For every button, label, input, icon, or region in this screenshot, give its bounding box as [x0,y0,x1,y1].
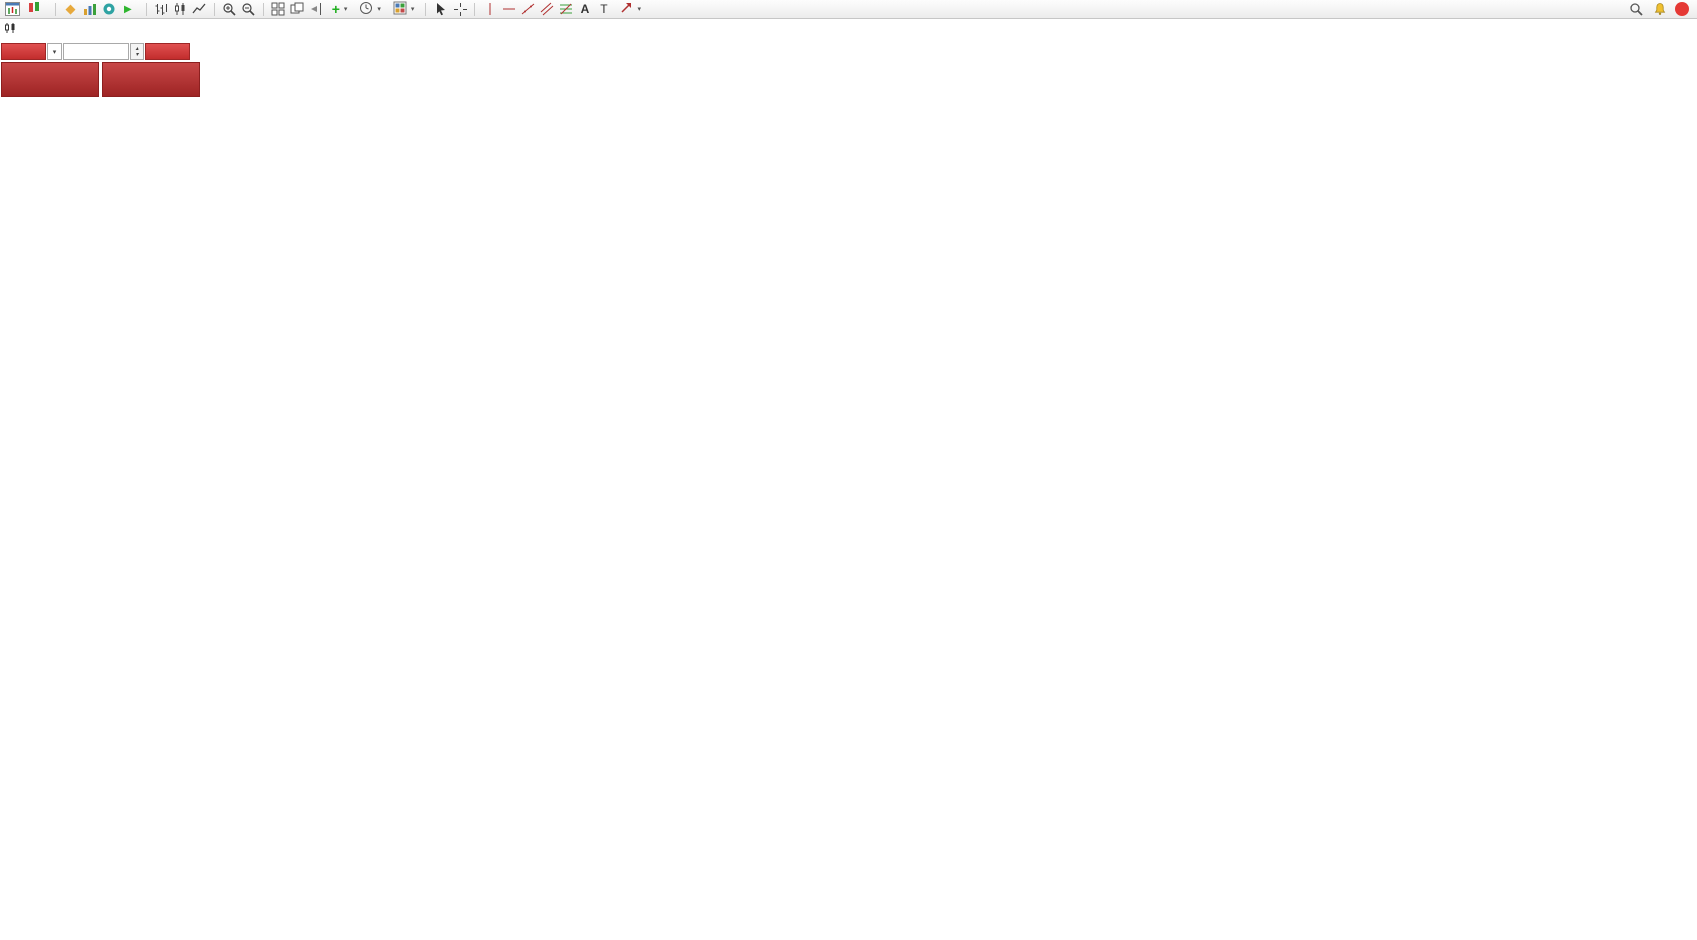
fibonacci-icon[interactable] [557,1,574,18]
chevron-down-icon: ▾ [377,6,381,13]
bar-chart-type-icon[interactable] [153,1,170,18]
horizontal-line-icon[interactable] [500,1,517,18]
sell-button[interactable] [1,43,46,60]
templates-button[interactable]: ▾ [388,1,420,18]
volume-spinner[interactable]: ▴ ▾ [130,43,144,60]
one-click-trading-panel: ▾ ▴ ▾ [1,43,200,97]
symbol-info [4,22,28,37]
candlestick-type-icon[interactable] [172,1,189,18]
mql5-diamond-icon[interactable]: ◆ [65,1,76,16]
trendline-icon[interactable] [519,1,536,18]
one-click-prices [1,62,200,97]
charts-panel-icon[interactable] [81,1,98,18]
equidistant-channel-icon[interactable] [538,1,555,18]
chevron-down-icon: ▾ [410,6,415,13]
clock-icon [359,1,373,18]
line-chart-type-icon[interactable] [191,1,208,18]
text-icon[interactable]: A [580,2,590,16]
chart-shift-icon[interactable] [308,1,325,18]
indicators-add-icon: + [331,1,340,17]
symbol-mini-candle-icon [4,22,16,37]
notification-count-badge[interactable] [1675,2,1689,16]
buy-price[interactable] [102,62,200,97]
volume-input[interactable] [63,43,129,60]
zoom-in-icon[interactable] [221,1,238,18]
new-order-button[interactable] [23,1,49,18]
buy-button[interactable] [145,43,190,60]
vertical-line-icon[interactable] [481,1,498,18]
headset-icon[interactable] [100,1,117,18]
zoom-out-icon[interactable] [240,1,257,18]
tile-windows-icon[interactable] [270,1,287,18]
autotrading-play-icon: ▶ [124,3,132,15]
search-icon[interactable] [1627,1,1644,18]
templates-icon [393,1,407,18]
arrows-button[interactable]: ▾ [614,1,646,18]
order-type-dropdown[interactable]: ▾ [47,43,62,60]
text-label-icon[interactable]: T [600,2,608,16]
chart-window-icon [4,1,21,18]
cursor-icon[interactable] [432,1,449,18]
one-click-controls: ▾ ▴ ▾ [1,43,200,60]
periods-button[interactable]: ▾ [354,1,386,18]
chevron-down-icon: ▾ [637,6,641,13]
notifications-bell-icon[interactable] [1651,1,1668,18]
indicators-button[interactable]: + ▾ [327,1,353,18]
cascade-windows-icon[interactable] [289,1,306,18]
toolbar-right-group [1627,1,1689,18]
toolbar: ◆ ▶ [0,0,1697,19]
sell-price[interactable] [1,62,99,97]
arrow-draw-icon [619,1,633,18]
crosshair-icon[interactable] [451,1,468,18]
new-order-icon [28,1,41,17]
chevron-down-icon: ▾ [343,6,348,13]
autotrading-button[interactable]: ▶ [119,1,140,18]
